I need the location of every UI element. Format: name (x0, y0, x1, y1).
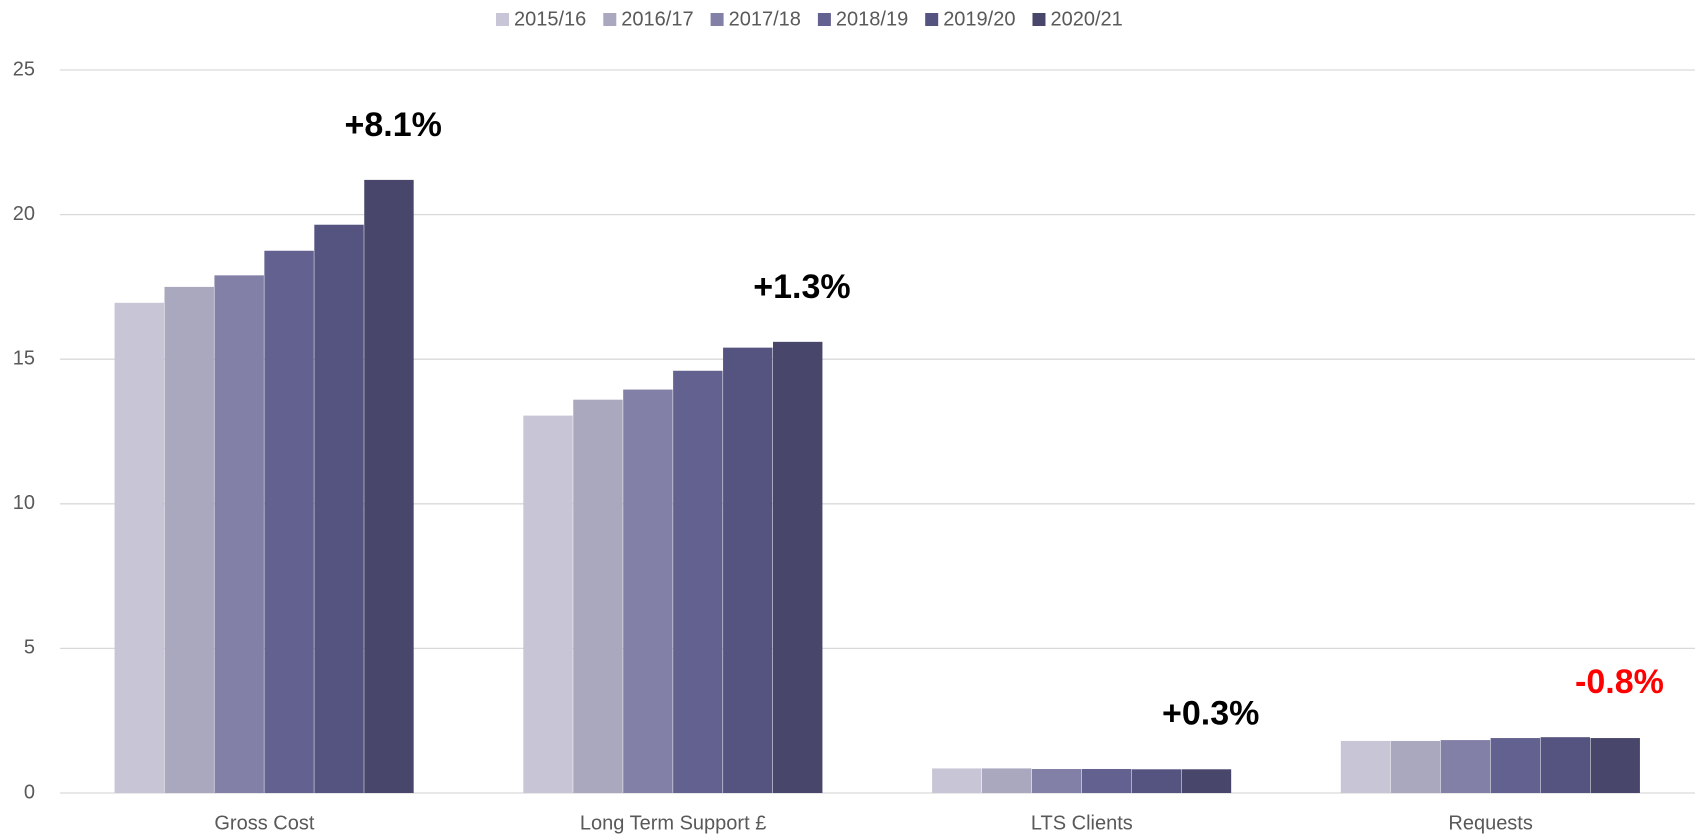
legend-swatch (1032, 13, 1046, 26)
bar (264, 250, 314, 793)
y-tick-label: 20 (13, 203, 35, 225)
x-tick-label: LTS Clients (1031, 812, 1133, 834)
bar (1390, 740, 1441, 793)
bar (1181, 769, 1232, 793)
bar (164, 286, 214, 793)
annotation: -0.8% (1575, 663, 1664, 701)
bar (723, 347, 773, 793)
legend-label: 2016/17 (621, 8, 693, 30)
bar (1081, 768, 1132, 793)
y-tick-label: 5 (24, 637, 35, 659)
bar (1131, 769, 1182, 793)
bar (573, 399, 623, 793)
bar (214, 275, 264, 793)
legend-label: 2018/19 (836, 8, 908, 30)
annotation: +8.1% (345, 106, 442, 144)
bar (114, 302, 165, 793)
y-tick-label: 25 (13, 58, 35, 80)
y-tick-label: 0 (24, 781, 35, 803)
bar (1490, 738, 1541, 793)
bar (1590, 738, 1640, 793)
bar (772, 341, 823, 793)
bar (623, 389, 673, 793)
legend-label: 2015/16 (514, 8, 586, 30)
bar (1440, 740, 1491, 793)
legend-swatch (925, 13, 939, 26)
bar (314, 224, 364, 794)
bar (1540, 737, 1590, 793)
legend-swatch (710, 13, 724, 26)
bar (1340, 740, 1391, 793)
legend-label: 2020/21 (1050, 8, 1122, 30)
legend-label: 2019/20 (943, 8, 1015, 30)
bar (364, 179, 414, 793)
y-tick-label: 10 (13, 492, 35, 514)
bar (982, 768, 1032, 793)
x-tick-label: Long Term Support £ (580, 812, 766, 834)
x-tick-label: Requests (1448, 812, 1533, 834)
legend-swatch (496, 13, 509, 26)
bar (932, 768, 982, 793)
annotation: +0.3% (1162, 694, 1259, 732)
legend-swatch (603, 13, 617, 26)
legend-swatch (817, 13, 831, 26)
bar (523, 415, 573, 793)
y-tick-label: 15 (13, 347, 35, 369)
legend-label: 2017/18 (729, 8, 801, 30)
x-tick-label: Gross Cost (214, 812, 314, 834)
bar (673, 370, 723, 793)
bar (1031, 768, 1082, 793)
annotation: +1.3% (753, 268, 850, 306)
